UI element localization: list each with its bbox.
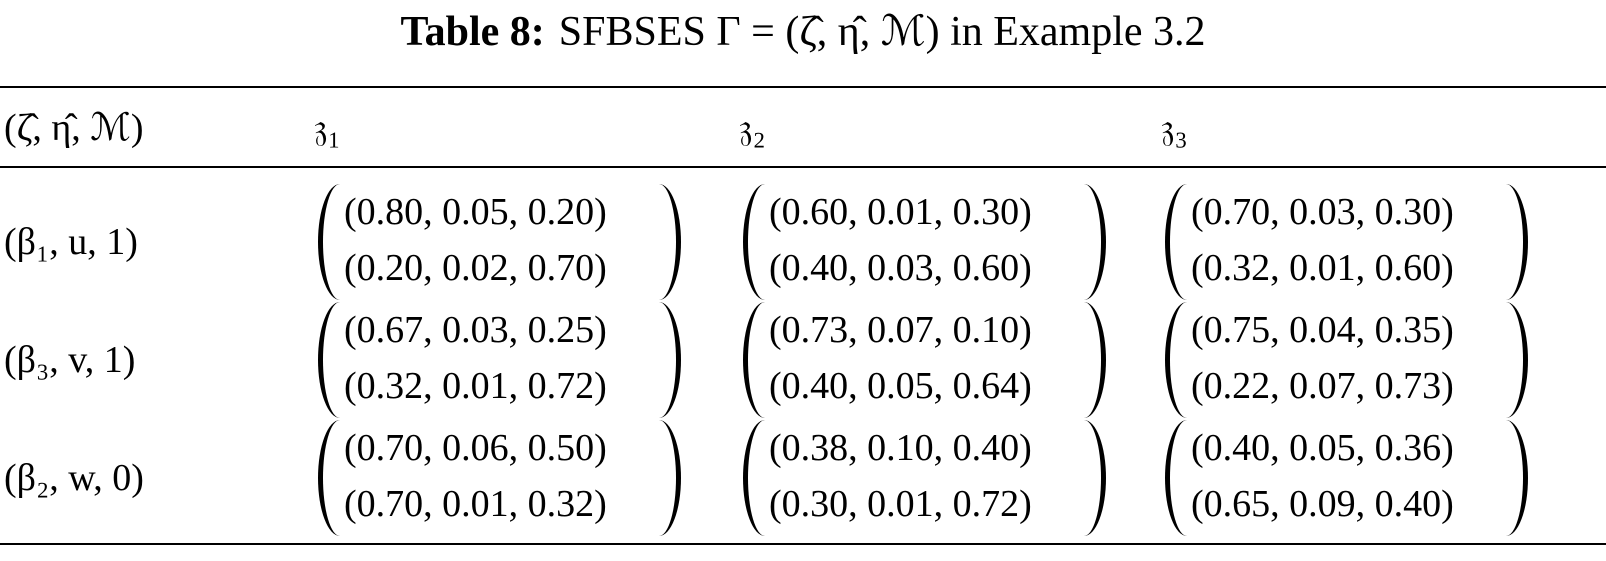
cell-line: (0.20, 0.02, 0.70): [344, 247, 607, 289]
left-paren: [318, 184, 341, 300]
cell-line: (0.70, 0.06, 0.50): [344, 427, 607, 469]
caption-text: SFBSES Γ = (ζ̂, η̂, ℳ) in Example 3.2: [558, 9, 1206, 55]
cell-line: (0.32, 0.01, 0.60): [1191, 247, 1454, 289]
row-header-title: (ζ̂, η̂, ℳ): [4, 107, 144, 149]
bottom-rule: [0, 543, 1606, 545]
right-paren: [658, 302, 681, 418]
cell-line: (0.40, 0.03, 0.60): [769, 247, 1032, 289]
cell-line: (0.38, 0.10, 0.40): [769, 427, 1032, 469]
column-header: 𝔷₃: [1161, 107, 1188, 149]
cell-line: (0.70, 0.01, 0.32): [344, 483, 607, 525]
caption: Table 8: SFBSES Γ = (ζ̂, η̂, ℳ) in Exampl…: [0, 6, 1606, 56]
cell-line: (0.32, 0.01, 0.72): [344, 365, 607, 407]
right-paren: [1505, 184, 1528, 300]
right-paren: [1505, 420, 1528, 536]
cell-line: (0.70, 0.03, 0.30): [1191, 191, 1454, 233]
left-paren: [1165, 420, 1188, 536]
cell-line: (0.40, 0.05, 0.64): [769, 365, 1032, 407]
cell-line: (0.65, 0.09, 0.40): [1191, 483, 1454, 525]
caption-label: Table 8:: [400, 9, 545, 55]
right-paren: [1083, 184, 1106, 300]
right-paren: [658, 184, 681, 300]
column-header: 𝔷₁: [314, 107, 341, 149]
cell-line: (0.30, 0.01, 0.72): [769, 483, 1032, 525]
cell-line: (0.67, 0.03, 0.25): [344, 309, 607, 351]
right-paren: [1083, 302, 1106, 418]
left-paren: [743, 420, 766, 536]
cell-line: (0.75, 0.04, 0.35): [1191, 309, 1454, 351]
row-label: (β₁, u, 1): [4, 221, 138, 263]
row-label: (β₃, v, 1): [4, 339, 136, 381]
right-paren: [1083, 420, 1106, 536]
row-label: (β₂, w, 0): [4, 457, 144, 499]
mid-rule: [0, 166, 1606, 168]
cell-line: (0.40, 0.05, 0.36): [1191, 427, 1454, 469]
column-header: 𝔷₂: [739, 107, 766, 149]
left-paren: [1165, 302, 1188, 418]
cell-line: (0.80, 0.05, 0.20): [344, 191, 607, 233]
right-paren: [658, 420, 681, 536]
left-paren: [743, 302, 766, 418]
left-paren: [318, 420, 341, 536]
left-paren: [318, 302, 341, 418]
right-paren: [1505, 302, 1528, 418]
cell-line: (0.73, 0.07, 0.10): [769, 309, 1032, 351]
cell-line: (0.60, 0.01, 0.30): [769, 191, 1032, 233]
top-rule: [0, 86, 1606, 88]
left-paren: [1165, 184, 1188, 300]
cell-line: (0.22, 0.07, 0.73): [1191, 365, 1454, 407]
left-paren: [743, 184, 766, 300]
